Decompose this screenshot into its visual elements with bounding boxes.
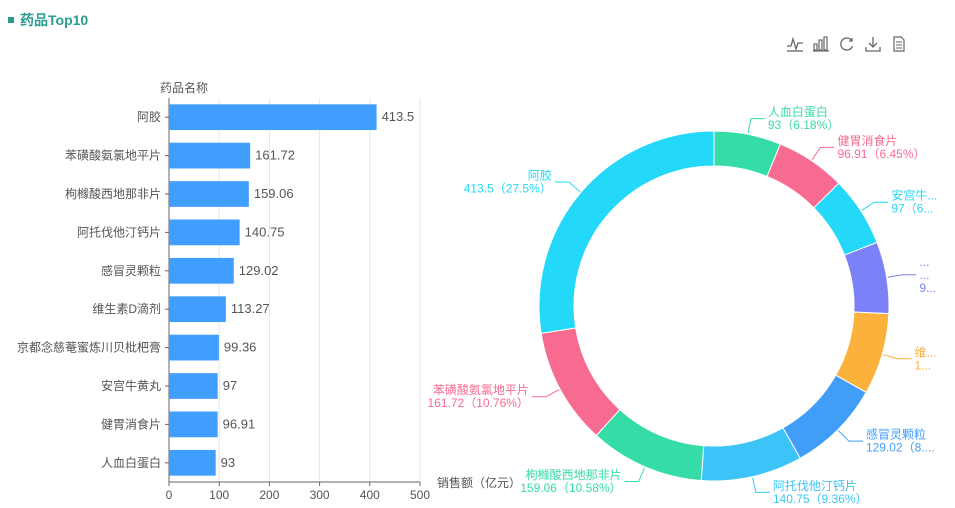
x-axis-title: 销售额（亿元） (437, 475, 521, 490)
bar (169, 373, 218, 399)
pie-leader-line (554, 181, 581, 193)
bar (169, 411, 218, 438)
y-tick-label: 阿托伐他汀钙片 (77, 225, 161, 239)
pie-value-label: 140.75（9.36%） (773, 492, 868, 506)
bar-value-label: 413.5 (382, 109, 415, 124)
pie-value-label: 96.91（6.45%） (837, 147, 925, 161)
bar (169, 334, 219, 361)
y-tick-label: 京都念慈菴蜜炼川贝枇杷膏 (17, 340, 161, 355)
pie-name-label: 健胃消食片 (837, 133, 897, 148)
pie-leader-line (861, 201, 889, 211)
pie-name-label: 枸橼酸西地那非片 (526, 467, 622, 482)
bar (169, 181, 249, 207)
bar-value-label: 93 (221, 455, 235, 470)
refresh-icon[interactable] (837, 34, 857, 54)
bar (169, 257, 234, 284)
download-icon[interactable] (863, 34, 883, 54)
pie-slice (700, 427, 801, 482)
pie-name-label: ... (919, 255, 929, 269)
pie-leader-line (752, 477, 770, 493)
bar-value-label: 129.02 (239, 263, 279, 278)
bar (169, 296, 226, 323)
pie-name-label: ... (919, 268, 929, 282)
pie-name-label: 阿托伐他汀钙片 (773, 479, 857, 493)
pie-slice (540, 327, 621, 437)
y-tick-label: 感冒灵颗粒 (101, 263, 161, 278)
pie-leader-line (531, 389, 560, 398)
y-tick-label: 苯磺酸氨氯地平片 (65, 148, 161, 163)
bar (169, 104, 377, 131)
bar (169, 449, 216, 476)
data-view-icon[interactable] (889, 34, 909, 54)
pie-value-label: 413.5（27.5%） (464, 181, 552, 195)
pie-name-label: 维... (915, 345, 937, 359)
bar-value-label: 96.91 (223, 416, 256, 431)
x-tick-label: 200 (259, 488, 279, 502)
pie-leader-line (883, 354, 912, 360)
pie-name-label: 人血白蛋白 (768, 104, 828, 119)
x-tick-label: 100 (209, 488, 229, 502)
pie-name-label: 安宫牛... (891, 188, 937, 203)
bar (169, 219, 240, 246)
x-tick-label: 400 (360, 488, 380, 502)
pie-value-label: 93（6.18%） (768, 118, 839, 132)
panel-title: 药品Top10 (8, 10, 88, 30)
pie-value-label: 9... (919, 281, 936, 295)
pie-leader-line (887, 274, 917, 278)
title-marker (8, 17, 14, 23)
x-tick-label: 0 (166, 488, 173, 502)
pie-leader-line (837, 430, 863, 442)
pie-slice (538, 130, 715, 334)
bar (169, 142, 251, 169)
pie-leader-line (624, 467, 646, 483)
y-tick-label: 健胃消食片 (101, 416, 161, 431)
pie-slice (782, 374, 867, 459)
pie-value-label: 161.72（10.76%） (428, 396, 529, 410)
bar-value-label: 140.75 (245, 224, 285, 239)
pie-leader-line (811, 146, 835, 161)
y-tick-label: 枸橼酸西地那非片 (65, 186, 161, 201)
panel-title-text: 药品Top10 (20, 12, 89, 28)
x-tick-label: 300 (310, 488, 330, 502)
x-tick-label: 500 (410, 488, 430, 502)
pie-slice (843, 241, 890, 315)
pie-value-label: 97（6... (891, 202, 933, 216)
chart-toolbox (785, 34, 909, 54)
pie-value-label: 129.02（8.... (866, 441, 935, 455)
y-tick-label: 维生素D滴剂 (92, 301, 161, 316)
pie-name-label: 感冒灵颗粒 (866, 427, 926, 442)
pie-value-label: 1... (915, 358, 932, 372)
bar-value-label: 97 (223, 378, 237, 393)
bar-value-label: 159.06 (254, 186, 294, 201)
bar-chart-icon[interactable] (811, 34, 831, 54)
pie-name-label: 苯磺酸氨氯地平片 (433, 382, 529, 397)
pie-leader-line (747, 118, 765, 134)
bar-value-label: 113.27 (231, 301, 270, 316)
pie-name-label: 阿胶 (528, 167, 552, 182)
line-chart-icon[interactable] (785, 34, 805, 54)
y-tick-label: 人血白蛋白 (101, 455, 161, 470)
bar-value-label: 161.72 (255, 148, 295, 163)
y-tick-label: 阿胶 (137, 109, 161, 124)
y-axis-title: 药品名称 (160, 80, 208, 95)
pie-value-label: 159.06（10.58%） (520, 481, 621, 495)
bar-value-label: 99.36 (224, 340, 257, 355)
y-tick-label: 安宫牛黄丸 (101, 378, 161, 393)
